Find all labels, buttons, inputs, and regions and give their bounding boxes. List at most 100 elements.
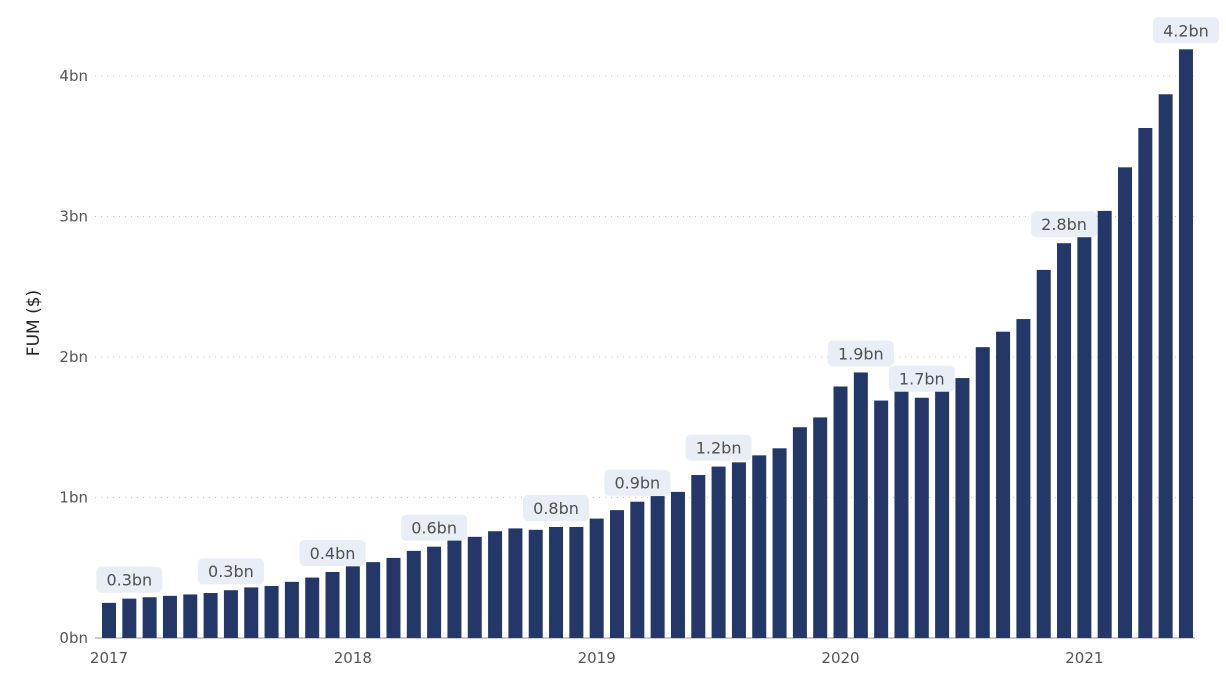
bar xyxy=(183,594,198,638)
bar xyxy=(894,385,909,638)
data-label-group: 0.3bn xyxy=(197,558,264,585)
bar xyxy=(1097,210,1112,638)
bar xyxy=(366,562,381,638)
bar xyxy=(650,496,665,638)
data-label-group: 1.9bn xyxy=(827,340,894,367)
bar xyxy=(610,510,624,638)
bar xyxy=(549,527,564,638)
x-tick-label: 2020 xyxy=(821,649,859,667)
bar xyxy=(1077,224,1092,638)
bar xyxy=(467,536,482,638)
bar xyxy=(935,385,950,638)
bar xyxy=(711,466,726,638)
bar xyxy=(670,491,685,638)
y-tick-label: 3bn xyxy=(59,208,88,226)
data-label: 0.3bn xyxy=(208,562,254,581)
bar xyxy=(305,577,320,638)
bars xyxy=(102,49,1193,639)
data-label-bg xyxy=(197,558,264,585)
x-axis: 2017 2018 2019 2020 2021 xyxy=(90,649,1104,667)
data-label-group: 4.2bn xyxy=(1152,17,1219,44)
data-label-bg xyxy=(523,495,590,522)
bar xyxy=(102,602,116,638)
bar xyxy=(325,571,340,638)
bar xyxy=(792,427,807,638)
bar xyxy=(122,598,137,638)
y-tick-label: 1bn xyxy=(59,489,88,507)
bar xyxy=(142,597,157,638)
data-label: 0.6bn xyxy=(411,519,457,538)
bar xyxy=(996,331,1011,638)
data-label: 0.4bn xyxy=(310,544,356,563)
bar xyxy=(1158,94,1173,638)
bar xyxy=(488,531,503,638)
data-label-bg xyxy=(888,365,955,392)
x-tick-label: 2019 xyxy=(578,649,616,667)
data-label-bg xyxy=(401,514,468,541)
y-tick-label: 4bn xyxy=(59,67,88,85)
data-label: 1.2bn xyxy=(696,439,742,458)
bar xyxy=(569,527,584,638)
bar xyxy=(427,546,442,638)
bar xyxy=(345,566,360,638)
data-label-group: 0.6bn xyxy=(401,514,468,541)
bar xyxy=(1036,269,1051,638)
data-label-bg xyxy=(685,434,752,461)
data-label: 4.2bn xyxy=(1163,21,1209,40)
bar xyxy=(1178,49,1193,639)
data-label: 0.3bn xyxy=(106,571,152,590)
x-tick-label: 2017 xyxy=(90,649,128,667)
data-label: 0.8bn xyxy=(533,499,579,518)
data-label-group: 2.8bn xyxy=(1031,211,1098,238)
data-label-group: 1.2bn xyxy=(685,434,752,461)
bar xyxy=(975,347,990,638)
data-label-bg xyxy=(299,539,366,566)
bar xyxy=(813,417,828,638)
bar xyxy=(589,518,604,638)
bar xyxy=(528,529,543,638)
bar xyxy=(1138,127,1153,639)
x-tick-label: 2021 xyxy=(1065,649,1103,667)
y-axis: 0bn 1bn 2bn 3bn 4bn xyxy=(59,67,88,647)
bar xyxy=(874,400,889,638)
bar xyxy=(284,581,299,638)
bar xyxy=(508,528,523,638)
bar xyxy=(406,550,421,638)
bar xyxy=(853,372,868,638)
bar xyxy=(447,538,462,638)
data-label-bg xyxy=(1152,17,1219,44)
bar xyxy=(731,462,746,638)
data-label-bg xyxy=(827,340,894,367)
data-label-group: 0.9bn xyxy=(604,469,671,496)
data-label-group: 0.8bn xyxy=(523,495,590,522)
data-label: 2.8bn xyxy=(1041,215,1087,234)
bar xyxy=(162,595,177,638)
data-label: 1.7bn xyxy=(899,370,945,389)
bar xyxy=(1118,167,1132,638)
data-label: 0.9bn xyxy=(614,474,660,493)
bar xyxy=(630,501,645,638)
bar xyxy=(1057,243,1072,638)
data-label-group: 0.3bn xyxy=(96,566,163,593)
bar xyxy=(203,593,218,638)
data-label: 1.9bn xyxy=(838,344,884,363)
bar xyxy=(244,587,259,638)
y-axis-title: FUM ($) xyxy=(24,290,44,356)
data-label-bg xyxy=(1031,211,1098,238)
data-label-group: 1.7bn xyxy=(888,365,955,392)
callouts: 0.3bn 0.3bn 0.4bn 0.6bn 0.8bn 0.9bn 1.2bn 1.9bn… xyxy=(96,17,1219,593)
bar xyxy=(914,397,929,638)
bar xyxy=(833,386,848,638)
data-label-group: 0.4bn xyxy=(299,539,366,566)
x-tick-label: 2018 xyxy=(334,649,372,667)
bar xyxy=(691,475,706,638)
data-label-bg xyxy=(96,566,163,593)
bar xyxy=(772,448,787,638)
bar xyxy=(264,586,279,638)
data-label-bg xyxy=(604,469,671,496)
bar xyxy=(955,378,970,638)
bar xyxy=(1016,319,1031,638)
bar xyxy=(386,557,401,638)
